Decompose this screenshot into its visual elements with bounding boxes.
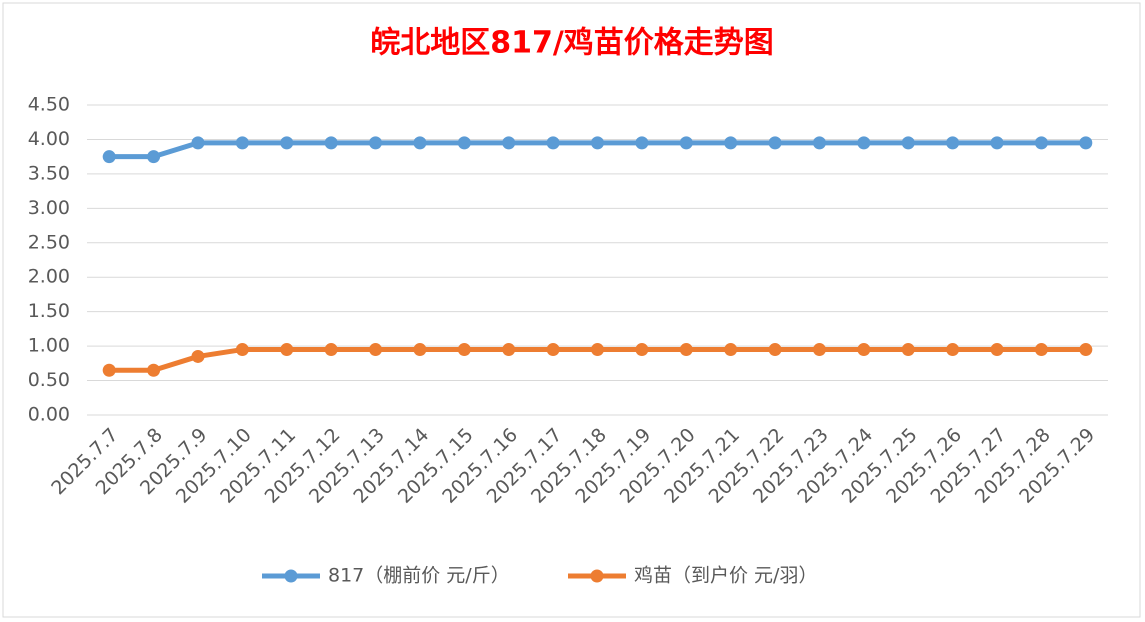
point-marker	[857, 136, 871, 150]
point-marker	[502, 136, 516, 150]
point-marker	[1034, 136, 1048, 150]
point-marker	[324, 343, 338, 357]
point-marker	[280, 343, 294, 357]
point-marker	[546, 136, 560, 150]
y-tick-label: 1.00	[28, 335, 70, 357]
point-marker	[413, 343, 427, 357]
point-marker	[724, 136, 738, 150]
point-marker	[901, 343, 915, 357]
y-tick-label: 4.00	[28, 128, 70, 150]
point-marker	[369, 136, 383, 150]
point-marker	[1079, 343, 1093, 357]
point-marker	[990, 136, 1004, 150]
legend-label: 鸡苗（到户价 元/羽）	[634, 565, 817, 587]
point-marker	[280, 136, 294, 150]
point-marker	[191, 136, 205, 150]
point-marker	[235, 136, 249, 150]
point-marker	[901, 136, 915, 150]
point-marker	[635, 136, 649, 150]
point-marker	[457, 136, 471, 150]
point-marker	[546, 343, 560, 357]
point-marker	[369, 343, 383, 357]
point-marker	[812, 136, 826, 150]
y-tick-label: 0.50	[28, 369, 70, 391]
legend-marker	[284, 569, 298, 583]
point-marker	[502, 343, 516, 357]
point-marker	[635, 343, 649, 357]
point-marker	[679, 343, 693, 357]
point-marker	[724, 343, 738, 357]
point-marker	[324, 136, 338, 150]
y-tick-label: 0.00	[28, 404, 70, 426]
point-marker	[191, 349, 205, 363]
point-marker	[946, 136, 960, 150]
point-marker	[946, 343, 960, 357]
point-marker	[679, 136, 693, 150]
point-marker	[1034, 343, 1048, 357]
point-marker	[812, 343, 826, 357]
point-marker	[591, 343, 604, 357]
y-tick-label: 1.50	[28, 300, 70, 322]
y-tick-label: 3.50	[28, 162, 70, 184]
point-marker	[990, 343, 1004, 357]
point-marker	[102, 363, 116, 377]
y-tick-label: 4.50	[28, 94, 70, 116]
point-marker	[235, 343, 249, 357]
legend-label: 817（棚前价 元/斤）	[328, 565, 510, 587]
y-tick-label: 2.00	[28, 266, 70, 288]
y-tick-label: 3.00	[28, 197, 70, 219]
point-marker	[768, 136, 782, 150]
point-marker	[1079, 136, 1093, 150]
point-marker	[413, 136, 427, 150]
y-tick-label: 2.50	[28, 231, 70, 253]
point-marker	[857, 343, 871, 357]
point-marker	[147, 363, 161, 377]
point-marker	[102, 150, 116, 164]
point-marker	[768, 343, 782, 357]
legend-marker	[590, 569, 604, 583]
chart-title: 皖北地区817/鸡苗价格走势图	[370, 26, 774, 61]
point-marker	[591, 136, 604, 150]
point-marker	[147, 150, 161, 164]
point-marker	[457, 343, 471, 357]
